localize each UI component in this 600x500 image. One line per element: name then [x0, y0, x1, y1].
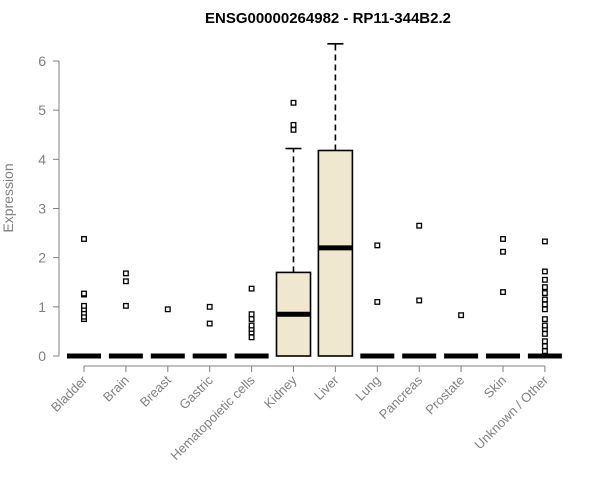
x-tick-label: Skin	[481, 373, 509, 401]
x-tick-label: Prostate	[422, 373, 467, 418]
outlier-point	[541, 343, 548, 350]
box-group	[67, 236, 101, 359]
outlier-point	[541, 306, 548, 313]
outlier-point	[290, 126, 297, 133]
y-tick-label: 1	[38, 299, 46, 315]
box-group	[150, 306, 185, 359]
outlier-point	[541, 316, 548, 323]
box-group	[444, 312, 479, 359]
outlier-point	[374, 298, 381, 305]
y-tick-label: 5	[38, 102, 46, 118]
x-tick-label: Unknown / Other	[471, 372, 551, 452]
outlier-point	[541, 330, 548, 337]
box-body	[317, 149, 354, 357]
box-group	[486, 236, 520, 359]
outlier-point	[248, 285, 255, 292]
box-group	[192, 303, 227, 359]
outlier-point	[206, 303, 213, 310]
x-tick-label: Gastric	[176, 372, 216, 412]
outlier-point	[81, 236, 87, 242]
outlier-point	[541, 284, 548, 291]
y-axis-label: Expression	[0, 163, 16, 232]
y-axis: 0 1 2 3 4 5 6	[38, 53, 60, 364]
y-tick-label: 6	[38, 53, 46, 69]
x-tick-label: Bladder	[48, 372, 91, 415]
outlier-point	[500, 289, 506, 296]
box-group	[402, 222, 437, 359]
x-tick-label: Liver	[311, 372, 342, 403]
box-group	[234, 285, 269, 359]
outlier-point	[500, 248, 506, 255]
outlier-point	[122, 270, 129, 277]
box-group	[360, 242, 395, 359]
outlier-point	[541, 338, 548, 345]
outlier-point	[416, 297, 423, 304]
outlier-point	[541, 301, 548, 308]
x-tick-label: Brain	[100, 373, 132, 405]
outlier-point	[541, 276, 548, 283]
y-tick-label: 4	[38, 151, 46, 167]
outlier-point	[541, 322, 548, 329]
outlier-point	[541, 238, 548, 245]
outlier-point	[248, 316, 255, 323]
outlier-point	[122, 278, 129, 285]
box-group	[527, 238, 562, 359]
outlier-point	[248, 311, 255, 318]
plot-area	[67, 42, 562, 359]
box-group	[108, 270, 143, 359]
chart-title: ENSG00000264982 - RP11-344B2.2	[205, 10, 451, 27]
y-tick-label: 2	[38, 250, 46, 266]
outlier-point	[164, 306, 171, 313]
outlier-point	[541, 296, 548, 303]
outlier-point	[248, 322, 255, 329]
outlier-point	[248, 334, 255, 341]
outlier-point	[81, 302, 87, 309]
outlier-point	[290, 99, 297, 106]
outlier-point	[81, 290, 87, 297]
box-group	[317, 42, 354, 357]
outlier-point	[416, 222, 423, 229]
box-group	[275, 99, 312, 357]
y-tick-label: 3	[38, 201, 46, 217]
x-tick-label: Pancreas	[376, 372, 426, 422]
outlier-point	[290, 121, 297, 128]
y-tick-label: 0	[38, 348, 46, 364]
outlier-point	[500, 236, 506, 242]
x-tick-label: Breast	[137, 372, 174, 409]
outlier-point	[458, 312, 465, 319]
outlier-point	[374, 242, 381, 249]
x-tick-label: Kidney	[261, 372, 300, 411]
outlier-point	[541, 290, 548, 297]
outlier-point	[541, 348, 548, 355]
x-tick-label: Lung	[352, 373, 383, 404]
outlier-point	[206, 320, 213, 327]
outlier-point	[122, 302, 129, 309]
outlier-point	[541, 268, 548, 275]
